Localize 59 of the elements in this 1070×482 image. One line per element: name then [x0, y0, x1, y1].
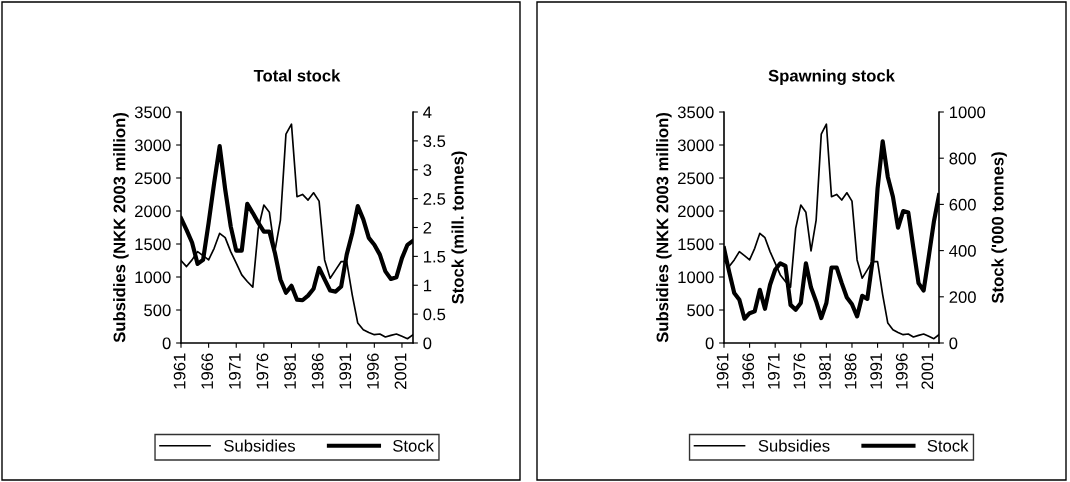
y2-tick-label: 3 [423, 164, 432, 176]
y2-tick-label: 1 [423, 279, 432, 292]
x-tick-label: 1981 [284, 353, 296, 389]
y-tick-label: 3500 [134, 106, 171, 119]
y-tick-label: 0 [705, 337, 714, 350]
x-tick-label: 1986 [311, 353, 324, 389]
chart-title: Total stock [253, 69, 341, 82]
y2-axis-title: Stock ('000 tonnes) [991, 152, 1007, 304]
y2-tick-label: 1000 [949, 106, 986, 119]
x-tick-label: 2001 [394, 353, 407, 389]
y2-axis-title: Stock (mill. tonnes) [451, 151, 467, 304]
y2-tick-label: 600 [949, 198, 976, 211]
y-tick-label: 1500 [135, 238, 171, 251]
y-tick-label: 2500 [678, 172, 714, 185]
y2-tick-label: 200 [949, 291, 976, 303]
x-tick-label: 1996 [367, 353, 379, 389]
y2-tick-label: 4 [423, 106, 432, 119]
y-tick-label: 2500 [135, 172, 171, 185]
legend-label: Subsidies [224, 439, 296, 452]
x-tick-label: 1966 [742, 353, 755, 389]
y2-tick-label: 3.5 [423, 135, 446, 148]
x-tick-label: 1991 [870, 353, 883, 389]
legend-label: Subsidies [758, 439, 830, 452]
x-tick-label: 1976 [793, 353, 806, 389]
y-tick-label: 1500 [678, 238, 714, 251]
y-axis-title: Subsidies (NKK 2003 million) [113, 113, 129, 343]
x-tick-label: 1961 [716, 353, 729, 389]
y2-tick-label: 0 [949, 337, 958, 350]
x-tick-label: 1971 [228, 353, 241, 389]
y-axis-title: Subsidies (NKK 2003 million) [656, 113, 672, 343]
y2-tick-label: 0.5 [423, 308, 446, 321]
chart-title: Spawning stock [768, 69, 895, 85]
y2-tick-label: 2 [423, 221, 432, 234]
legend-label: Stock [393, 439, 434, 452]
y-tick-label: 1000 [678, 271, 714, 284]
y-tick-label: 2000 [678, 205, 714, 218]
y2-tick-label: 2.5 [423, 193, 446, 205]
y-tick-label: 2000 [135, 205, 171, 218]
y-tick-label: 1000 [135, 271, 171, 284]
y-tick-label: 500 [144, 304, 171, 317]
x-tick-label: 1986 [844, 353, 857, 389]
x-tick-label: 1971 [767, 353, 780, 389]
x-tick-label: 1966 [201, 353, 214, 389]
y-tick-label: 500 [687, 304, 714, 317]
x-tick-label: 1996 [895, 353, 908, 389]
y-tick-label: 3000 [677, 139, 714, 152]
y-tick-label: 3000 [134, 139, 171, 152]
y-tick-label: 0 [162, 337, 171, 350]
x-tick-label: 2001 [921, 353, 934, 389]
x-tick-label: 1976 [256, 353, 269, 389]
legend-label: Stock [927, 439, 969, 452]
x-tick-label: 1981 [819, 353, 831, 389]
y2-tick-label: 1.5 [423, 250, 446, 263]
x-tick-label: 1991 [339, 353, 352, 389]
x-tick-label: 1961 [173, 353, 186, 389]
y2-tick-label: 400 [949, 245, 976, 257]
y-tick-label: 3500 [677, 106, 714, 119]
y2-tick-label: 0 [423, 337, 432, 350]
y2-tick-label: 800 [949, 152, 976, 165]
